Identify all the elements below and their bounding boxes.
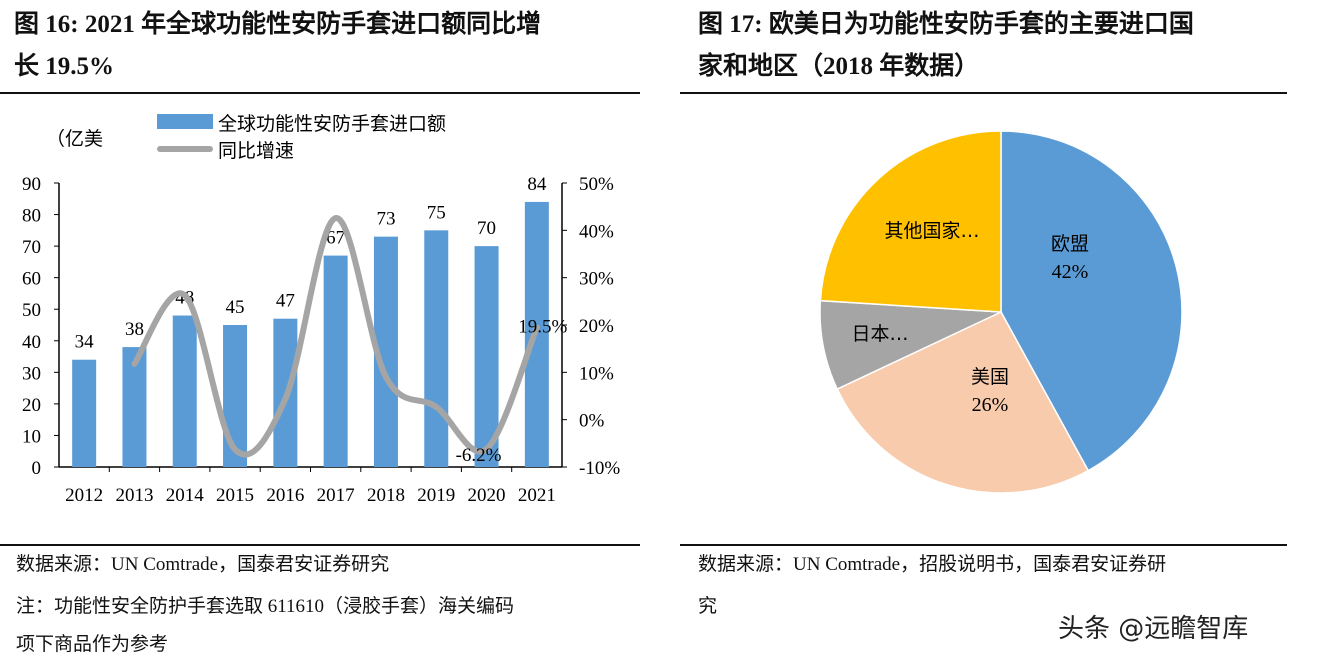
bar-2019 <box>424 230 449 467</box>
left-source: 数据来源：UN Comtrade，国泰君安证券研究 <box>16 554 390 575</box>
pie-value-label: 26% <box>972 394 1009 416</box>
x-tick-label: 2020 <box>468 485 506 506</box>
growth-label: -6.2% <box>456 445 502 466</box>
left-tick-label: 30 <box>22 363 41 384</box>
right-source-line2: 究 <box>698 596 718 617</box>
left-note-line2: 项下商品作为参考 <box>16 634 169 655</box>
x-tick-label: 2014 <box>166 485 205 506</box>
left-tick-label: 40 <box>22 332 41 353</box>
legend-line-label: 同比增速 <box>218 140 294 162</box>
x-tick-label: 2016 <box>266 485 304 506</box>
pie-slice-3 <box>819 130 1002 313</box>
bar-2020 <box>474 246 499 467</box>
left-tick-label: 80 <box>22 206 41 227</box>
left-tick-label: 50 <box>22 300 41 321</box>
bar-label: 45 <box>226 297 245 318</box>
x-tick-label: 2015 <box>216 485 254 506</box>
right-title-line2: 家和地区（2018 年数据） <box>698 53 980 80</box>
left-tick-label: 20 <box>22 395 41 416</box>
x-tick-label: 2012 <box>65 485 103 506</box>
left-tick-label: 90 <box>22 174 41 195</box>
watermark: 头条 @远瞻智库 <box>1058 614 1249 644</box>
right-bottom-rule <box>680 544 1287 546</box>
right-source-line1: 数据来源：UN Comtrade，招股说明书，国泰君安证券研 <box>698 554 1167 575</box>
pie-value-label: 42% <box>1052 261 1089 283</box>
right-tick-label: -10% <box>579 458 620 479</box>
left-bottom-rule <box>0 544 640 546</box>
pie-slice-1 <box>836 311 1090 494</box>
bar-label: 47 <box>276 291 295 312</box>
bar-label: 75 <box>427 202 446 223</box>
pie-slice-2 <box>819 299 1002 391</box>
pie-slice-0 <box>1000 130 1183 472</box>
bar-label: 73 <box>376 209 395 230</box>
growth-label: 19.5% <box>518 316 567 337</box>
bar-label: 84 <box>527 174 547 195</box>
right-tick-label: 50% <box>579 174 614 195</box>
bar-label: 38 <box>125 319 144 340</box>
pie-label: 其他国家… <box>884 220 979 242</box>
left-note-line1: 注：功能性安全防护手套选取 611610（浸胶手套）海关编码 <box>16 596 515 617</box>
right-top-rule <box>680 92 1287 94</box>
y-axis-unit: （亿美 <box>46 128 103 150</box>
pie-label: 日本… <box>851 323 908 345</box>
legend-bar-label: 全球功能性安防手套进口额 <box>218 113 446 135</box>
right-tick-label: 0% <box>579 411 605 432</box>
left-tick-label: 0 <box>32 458 42 479</box>
legend-bar-swatch <box>157 114 213 129</box>
bar-2015 <box>223 325 248 467</box>
bar-label: 34 <box>75 332 95 353</box>
left-title-line1: 图 16: 2021 年全球功能性安防手套进口额同比增 <box>14 11 542 38</box>
bar-2017 <box>323 255 348 467</box>
left-tick-label: 10 <box>22 426 41 447</box>
bar-2014 <box>172 315 197 467</box>
left-title: 图 16: 2021 年全球功能性安防手套进口额同比增 长 19.5% <box>14 4 541 88</box>
right-tick-label: 40% <box>579 221 614 242</box>
right-tick-label: 10% <box>579 363 614 384</box>
x-tick-label: 2017 <box>317 485 355 506</box>
bar-label: 67 <box>326 228 345 249</box>
bar-2012 <box>72 359 97 467</box>
left-tick-label: 60 <box>22 269 41 290</box>
bar-2013 <box>122 347 147 467</box>
left-tick-label: 70 <box>22 237 41 258</box>
bar-label: 70 <box>477 218 496 239</box>
left-title-line2: 长 19.5% <box>14 53 115 80</box>
right-title-line1: 图 17: 欧美日为功能性安防手套的主要进口国 <box>698 11 1194 38</box>
pie-label: 欧盟 <box>1051 233 1089 255</box>
x-tick-label: 2021 <box>518 485 556 506</box>
pie-label: 美国 <box>971 366 1009 388</box>
x-tick-label: 2019 <box>417 485 455 506</box>
x-tick-label: 2013 <box>115 485 153 506</box>
growth-line <box>131 215 540 458</box>
right-title: 图 17: 欧美日为功能性安防手套的主要进口国 家和地区（2018 年数据） <box>698 4 1194 88</box>
x-tick-label: 2018 <box>367 485 405 506</box>
right-tick-label: 20% <box>579 316 614 337</box>
right-tick-label: 30% <box>579 269 614 290</box>
left-top-rule <box>0 92 640 94</box>
